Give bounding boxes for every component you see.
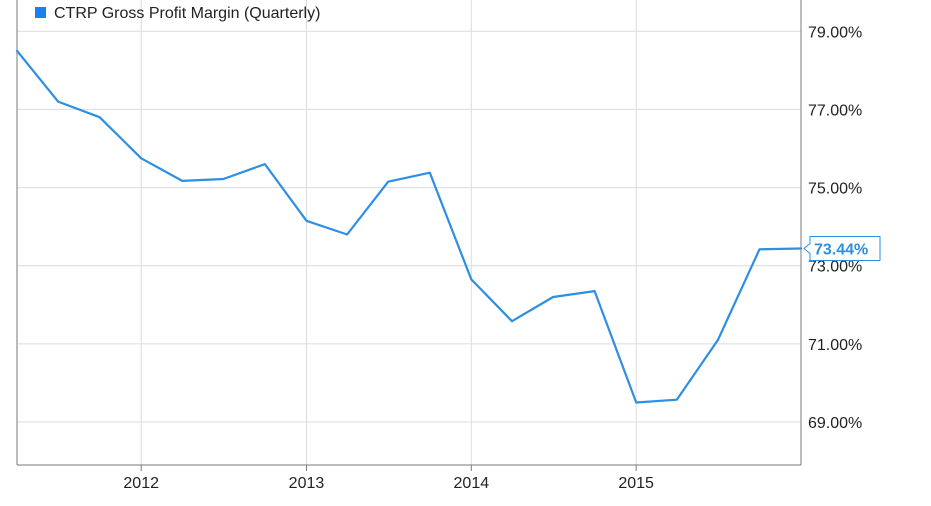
x-tick-label: 2014 <box>454 475 490 492</box>
series-line <box>15 49 803 404</box>
tick-labels: 69.00% 71.00% 73.00% 75.00% 77.00% 79.00% 2012… <box>123 24 862 492</box>
y-tick-label: 77.00% <box>808 102 862 119</box>
y-tick-label: 79.00% <box>808 24 862 41</box>
x-tick-label: 2015 <box>618 475 654 492</box>
series-layer <box>15 49 803 404</box>
x-tick-label: 2013 <box>289 475 325 492</box>
last-value-callout-box <box>803 236 881 262</box>
y-tick-label: 71.00% <box>808 337 862 354</box>
axes <box>16 0 802 471</box>
grid-lines <box>17 0 801 465</box>
last-value-label: 73.44% <box>814 242 868 259</box>
last-value-callout: 73.44% <box>803 236 881 262</box>
x-tick-label: 2012 <box>123 475 159 492</box>
legend-label: CTRP Gross Profit Margin (Quarterly) <box>54 5 320 22</box>
legend: CTRP Gross Profit Margin (Quarterly) <box>35 5 320 22</box>
y-tick-label: 69.00% <box>808 415 862 432</box>
legend-swatch <box>35 7 46 18</box>
y-tick-label: 75.00% <box>808 181 862 198</box>
y-tick-label: 73.00% <box>808 259 862 276</box>
